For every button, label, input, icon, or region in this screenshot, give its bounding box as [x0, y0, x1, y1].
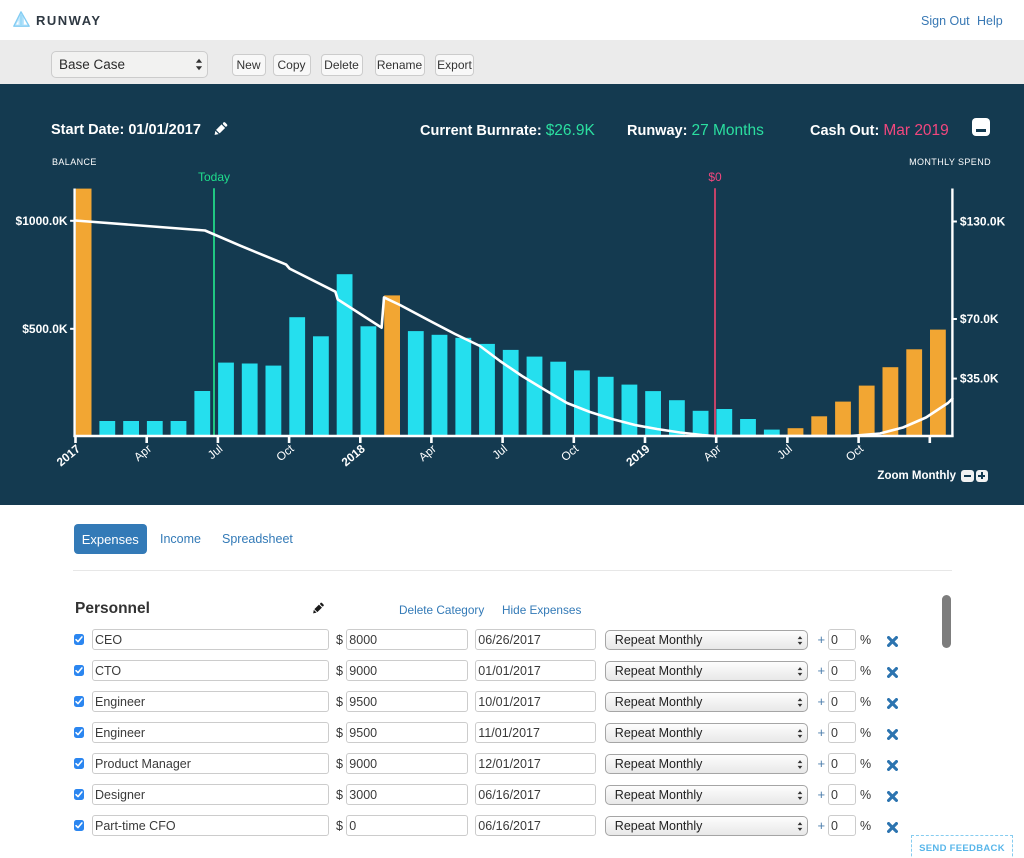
svg-text:$35.0K: $35.0K — [960, 372, 999, 386]
svg-text:Oct: Oct — [843, 441, 867, 464]
svg-text:Oct: Oct — [273, 441, 297, 464]
svg-text:$500.0K: $500.0K — [22, 322, 68, 336]
svg-text:$130.0K: $130.0K — [960, 215, 1006, 229]
svg-text:Jul: Jul — [489, 442, 510, 462]
svg-text:Today: Today — [198, 170, 230, 184]
svg-text:$0: $0 — [708, 170, 722, 184]
svg-text:$1000.0K: $1000.0K — [16, 214, 68, 228]
svg-text:Apr: Apr — [701, 442, 724, 465]
svg-text:Apr: Apr — [416, 442, 439, 465]
svg-text:Oct: Oct — [558, 441, 582, 464]
svg-text:Jul: Jul — [205, 442, 226, 462]
svg-text:Apr: Apr — [131, 442, 154, 465]
svg-text:2017: 2017 — [54, 441, 83, 469]
svg-text:$70.0K: $70.0K — [960, 312, 999, 326]
svg-text:2019: 2019 — [623, 441, 652, 469]
svg-text:2018: 2018 — [339, 441, 368, 469]
svg-text:Jul: Jul — [774, 442, 795, 462]
